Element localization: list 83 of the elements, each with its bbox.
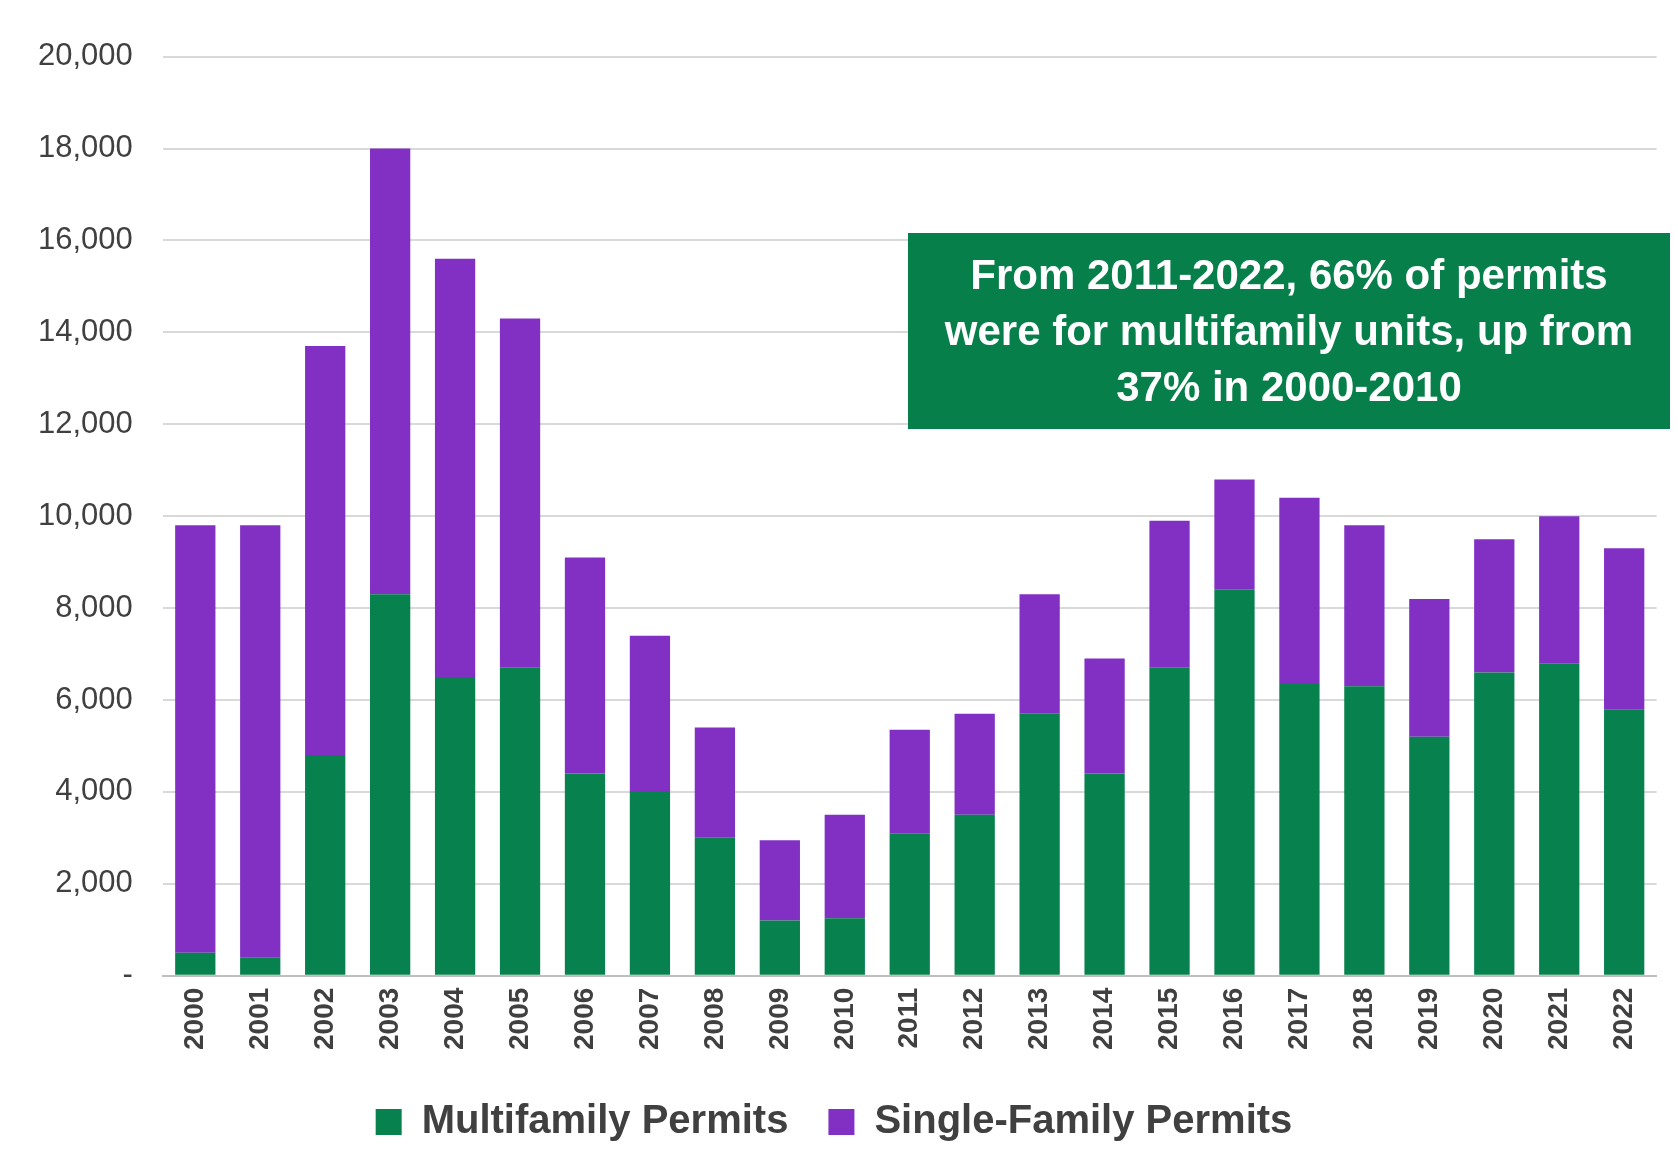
bar [305, 755, 346, 975]
x-tick-label: 2007 [632, 987, 664, 1051]
legend-label: Multifamily Permits [421, 1097, 789, 1142]
bar [1214, 479, 1255, 590]
bar [1279, 683, 1320, 975]
bar [175, 952, 216, 975]
x-tick-label: 2001 [242, 987, 274, 1051]
x-tick-label: 2003 [372, 987, 404, 1051]
bar [889, 833, 930, 975]
bar [1474, 539, 1515, 673]
bar [1084, 658, 1125, 774]
bar [1539, 663, 1580, 975]
bar [694, 837, 736, 975]
bar [1409, 736, 1450, 975]
x-tick-label: 2002 [307, 987, 339, 1051]
bar [434, 677, 476, 975]
bar [434, 258, 476, 677]
y-tick-label: 12,000 [37, 404, 133, 440]
annotation: From 2011-2022, 66% of permits were for multifamily units, up from 37% in 2000-2010 [908, 233, 1670, 429]
bar [889, 729, 930, 834]
bar [824, 918, 865, 975]
y-tick-label: - [122, 956, 133, 992]
bar [1214, 589, 1255, 975]
bar [954, 713, 995, 815]
x-tick-label: 2000 [178, 987, 210, 1051]
bar [370, 594, 411, 975]
bar [1604, 709, 1645, 975]
bar [175, 525, 216, 953]
y-tick-label: 16,000 [37, 220, 133, 256]
bar [629, 635, 671, 792]
x-tick-label: 2011 [892, 987, 924, 1049]
bar [1344, 525, 1385, 687]
y-tick-label: 2,000 [55, 864, 133, 900]
bar [1019, 594, 1060, 714]
x-tick-label: 2018 [1347, 987, 1379, 1051]
x-tick-label: 2009 [762, 987, 794, 1051]
bar [1604, 548, 1645, 710]
bar [1279, 497, 1320, 684]
bar [1344, 686, 1385, 975]
x-tick-label: 2017 [1282, 987, 1314, 1051]
x-tick-label: 2014 [1087, 987, 1119, 1051]
x-tick-label: 2021 [1541, 987, 1573, 1051]
bar [305, 346, 346, 756]
x-tick-label: 2019 [1412, 987, 1444, 1051]
x-tick-label: 2015 [1152, 987, 1184, 1051]
bar [1149, 667, 1190, 975]
y-tick-label: 10,000 [37, 496, 133, 532]
y-tick-label: 14,000 [37, 312, 133, 348]
bar [824, 814, 865, 919]
bar [759, 840, 800, 921]
bar [499, 667, 541, 975]
x-tick-label: 2016 [1217, 987, 1249, 1051]
x-tick-label: 2012 [957, 987, 989, 1051]
y-tick-label: 18,000 [37, 129, 133, 165]
bar [629, 791, 671, 975]
y-tick-label: 4,000 [55, 772, 133, 808]
bar [564, 773, 606, 975]
bar [564, 557, 606, 774]
bar [1409, 598, 1450, 737]
bar [759, 920, 800, 975]
x-tick-label: 2013 [1022, 987, 1054, 1051]
x-tick-label: 2004 [437, 987, 469, 1051]
x-tick-label: 2008 [697, 987, 729, 1051]
y-tick-label: 8,000 [55, 588, 133, 624]
x-tick-label: 2005 [502, 987, 534, 1051]
bar [370, 148, 411, 595]
x-tick-label: 2010 [827, 987, 859, 1051]
x-tick-label: 2022 [1606, 987, 1638, 1051]
bar [499, 318, 541, 668]
bar [694, 727, 736, 838]
bar [1149, 520, 1190, 668]
bar [1539, 516, 1580, 664]
bar [1474, 672, 1515, 975]
bar [240, 957, 281, 975]
bar [954, 814, 995, 975]
x-tick-label: 2006 [567, 987, 599, 1051]
x-tick-label: 2020 [1477, 987, 1508, 1051]
y-tick-label: 20,000 [37, 37, 133, 73]
bar [240, 525, 281, 958]
legend-label: Single-Family Permits [874, 1097, 1293, 1142]
y-tick-label: 6,000 [55, 680, 133, 716]
bar [1019, 713, 1060, 975]
bar [1084, 773, 1125, 975]
